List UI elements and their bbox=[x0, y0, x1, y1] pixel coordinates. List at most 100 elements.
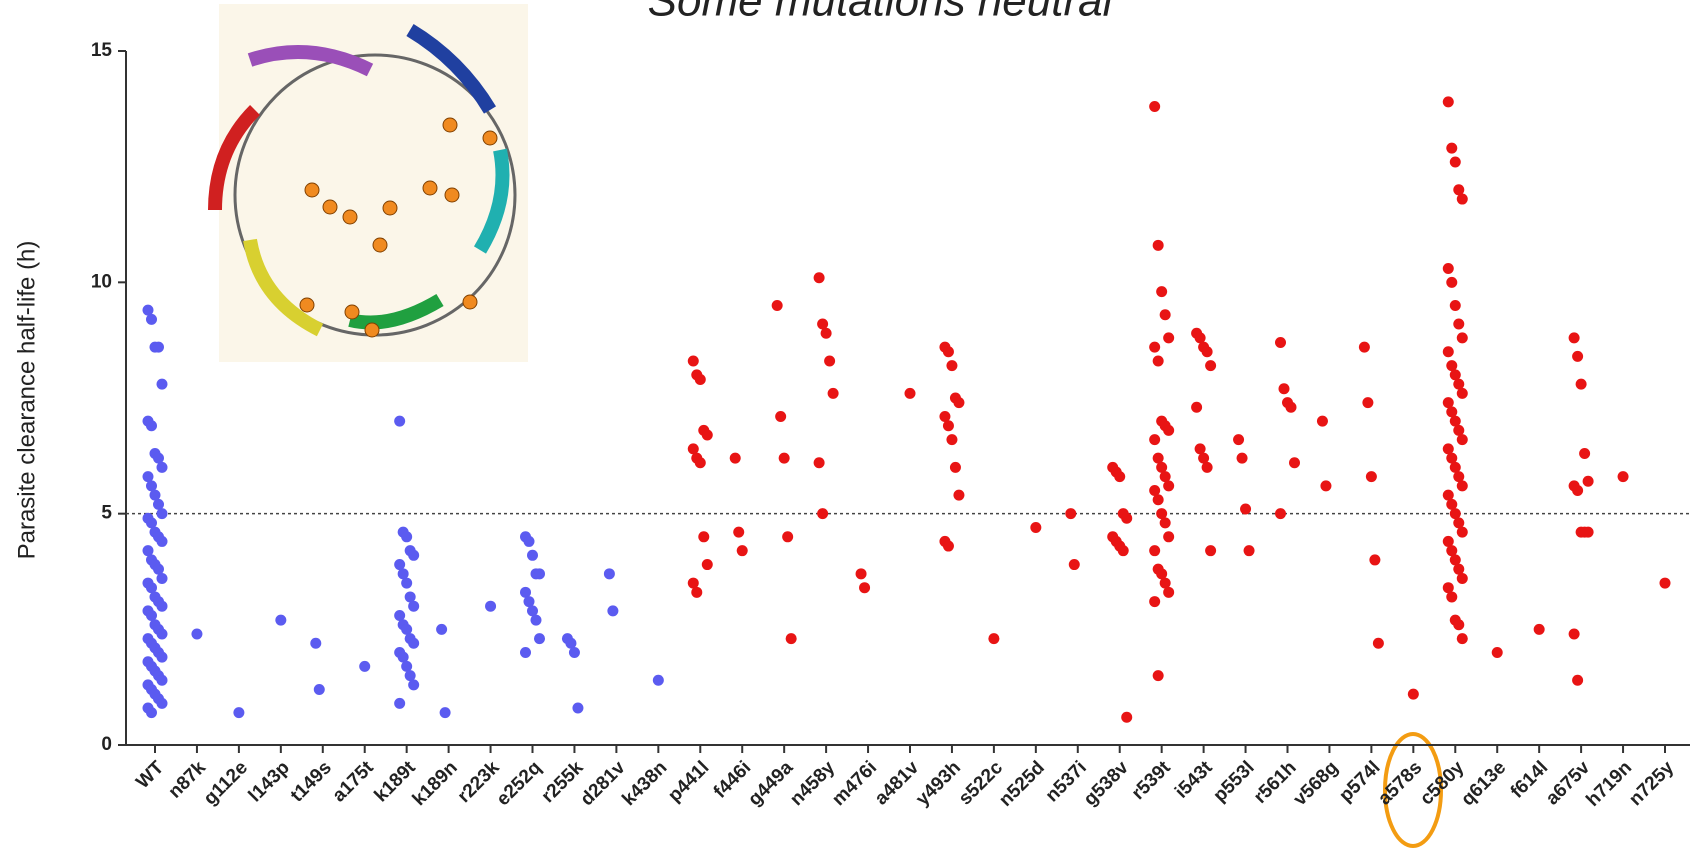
highlight-ellipse bbox=[1383, 732, 1443, 848]
data-point bbox=[1579, 448, 1591, 460]
data-point bbox=[824, 355, 836, 367]
data-point bbox=[146, 707, 157, 719]
data-point bbox=[527, 549, 538, 561]
x-tick-label: a481v bbox=[871, 757, 924, 810]
data-point bbox=[156, 461, 168, 473]
x-tick-label: p574l bbox=[1335, 757, 1384, 806]
data-point bbox=[1114, 471, 1126, 483]
data-point bbox=[1446, 276, 1458, 288]
data-point bbox=[1572, 350, 1584, 362]
data-point bbox=[1285, 401, 1297, 413]
data-point bbox=[1358, 341, 1370, 353]
data-point bbox=[146, 517, 157, 529]
y-tick-label: 10 bbox=[91, 271, 112, 292]
x-tick-label: h719n bbox=[1582, 757, 1636, 811]
data-point bbox=[146, 313, 157, 325]
data-point bbox=[1152, 670, 1164, 682]
data-point bbox=[1369, 554, 1381, 566]
data-point bbox=[1149, 545, 1161, 557]
data-point bbox=[408, 600, 420, 612]
data-point bbox=[153, 498, 164, 510]
x-tick-label: p441l bbox=[664, 757, 713, 806]
data-point bbox=[1533, 623, 1545, 635]
data-point bbox=[1446, 142, 1458, 154]
data-point bbox=[1156, 461, 1168, 473]
data-point bbox=[1442, 96, 1454, 108]
data-point bbox=[736, 545, 748, 557]
data-point bbox=[359, 660, 371, 672]
data-point bbox=[146, 609, 157, 621]
data-point bbox=[146, 480, 157, 492]
data-point bbox=[1442, 535, 1454, 547]
y-tick-label: 5 bbox=[101, 503, 112, 524]
x-tick-label: v568g bbox=[1290, 757, 1343, 810]
data-point bbox=[439, 707, 451, 719]
data-point bbox=[1163, 424, 1175, 436]
x-tick-label: g538v bbox=[1080, 757, 1133, 810]
data-point bbox=[310, 637, 322, 649]
data-point bbox=[733, 526, 745, 538]
data-point bbox=[1568, 628, 1580, 640]
data-point bbox=[1149, 485, 1161, 497]
data-point bbox=[1442, 443, 1454, 455]
data-point bbox=[534, 633, 545, 645]
data-point bbox=[1442, 397, 1454, 409]
y-tick-label: 15 bbox=[91, 40, 113, 61]
data-point bbox=[156, 508, 168, 520]
x-tick-label: k438n bbox=[618, 757, 671, 810]
data-point bbox=[687, 355, 699, 367]
data-point bbox=[153, 452, 164, 464]
data-point bbox=[394, 415, 406, 427]
data-point bbox=[142, 304, 154, 316]
data-point bbox=[1159, 517, 1171, 529]
data-point bbox=[652, 674, 664, 686]
data-point bbox=[156, 697, 168, 709]
data-point bbox=[156, 378, 168, 390]
data-point bbox=[565, 637, 577, 649]
data-point bbox=[949, 461, 961, 473]
data-point bbox=[1456, 434, 1468, 446]
x-tick-label: t149s bbox=[287, 757, 336, 806]
data-point bbox=[1201, 346, 1213, 358]
data-point bbox=[701, 559, 713, 571]
data-point bbox=[1201, 461, 1213, 473]
x-tick-label: n525d bbox=[995, 757, 1049, 811]
data-point bbox=[1191, 401, 1203, 413]
data-point bbox=[1442, 582, 1454, 594]
x-tick-label: p553l bbox=[1209, 757, 1258, 806]
data-point bbox=[275, 614, 287, 626]
data-point bbox=[1275, 508, 1286, 520]
data-point bbox=[1068, 559, 1080, 571]
chart-title: Some mutations neutral bbox=[648, 0, 1114, 26]
x-tick-label: d281v bbox=[577, 757, 630, 810]
data-point bbox=[691, 586, 703, 598]
data-point bbox=[1572, 485, 1584, 497]
data-point bbox=[1233, 434, 1245, 446]
data-point bbox=[1149, 596, 1161, 608]
data-point bbox=[1453, 318, 1465, 330]
x-tick-label: g449a bbox=[744, 757, 797, 810]
data-point bbox=[1453, 424, 1465, 436]
data-point bbox=[946, 360, 958, 372]
data-point bbox=[1156, 568, 1168, 580]
data-point bbox=[394, 609, 406, 621]
data-point bbox=[153, 341, 164, 353]
data-point bbox=[156, 600, 168, 612]
data-point bbox=[572, 702, 584, 714]
data-point bbox=[520, 586, 531, 598]
data-point bbox=[1582, 526, 1594, 538]
data-point bbox=[1453, 517, 1465, 529]
data-point bbox=[1159, 577, 1171, 589]
data-point bbox=[687, 577, 699, 589]
data-point bbox=[530, 614, 542, 626]
data-point bbox=[827, 387, 839, 399]
data-point bbox=[1617, 471, 1629, 483]
data-point bbox=[1446, 545, 1458, 557]
x-tick-label: i543t bbox=[1171, 757, 1217, 803]
data-point bbox=[775, 411, 787, 423]
data-point bbox=[1453, 471, 1465, 483]
data-point bbox=[946, 434, 958, 446]
x-tick-label: r539t bbox=[1128, 757, 1175, 804]
data-point bbox=[1149, 101, 1161, 113]
data-point bbox=[1453, 378, 1465, 390]
